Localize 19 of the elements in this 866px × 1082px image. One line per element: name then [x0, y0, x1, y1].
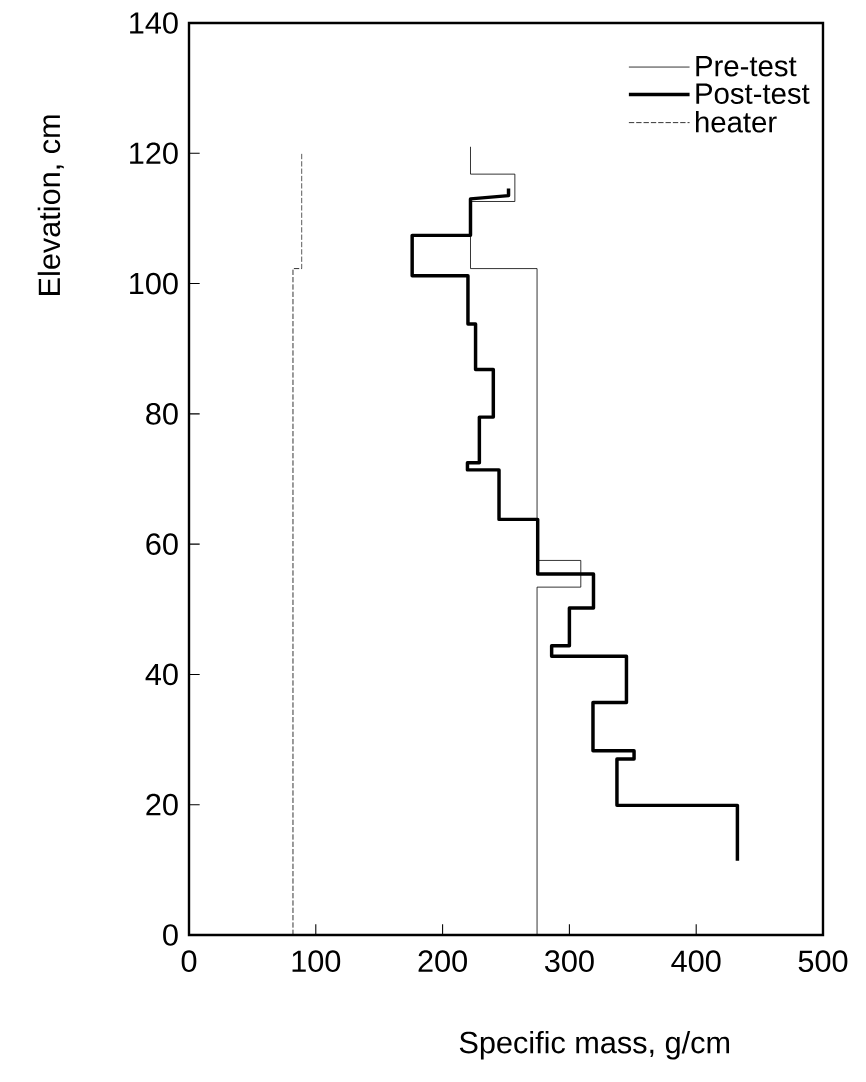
x-tick-label: 100 — [292, 950, 341, 973]
y-tick-label: 60 — [146, 533, 178, 555]
y-tick-label: 80 — [146, 403, 178, 425]
y-tick-label: 40 — [145, 663, 178, 686]
y-tick-label: 140 — [130, 12, 178, 34]
x-tick-label: 200 — [418, 950, 467, 973]
legend-label: Pre-test — [696, 55, 797, 77]
x-tick-label: 400 — [671, 950, 721, 973]
y-tick-label: 20 — [146, 793, 178, 816]
y-axis-title: Elevation, cm — [37, 115, 64, 295]
x-tick-label: 300 — [544, 950, 594, 973]
x-tick-label: 0 — [181, 950, 197, 973]
y-tick-label: 120 — [130, 142, 178, 165]
legend-label: Post-test — [696, 83, 810, 104]
y-tick-label: 100 — [130, 272, 178, 295]
x-tick-label: 500 — [798, 950, 848, 973]
x-axis-title: Specific mass, g/cm — [459, 1030, 730, 1060]
y-tick-label: 0 — [163, 924, 178, 946]
legend-label: heater — [696, 110, 777, 133]
